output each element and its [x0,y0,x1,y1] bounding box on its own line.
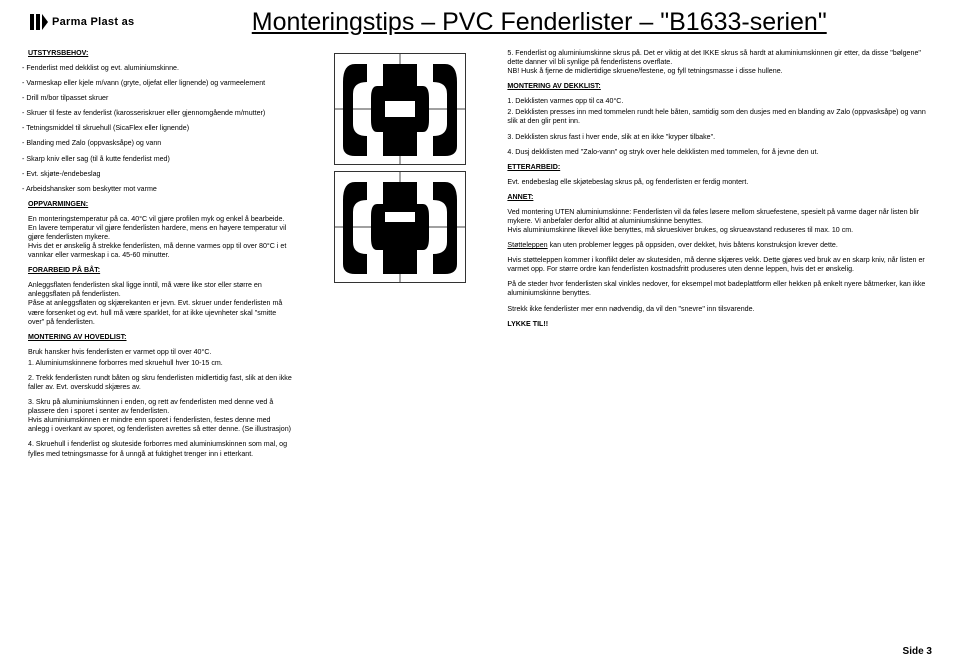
list-item: - Drill m/bor tilpasset skruer [28,94,293,103]
page-number: Side 3 [903,646,932,657]
header: Parma Plast as Monteringstips – PVC Fend… [28,10,932,37]
step-2: 2. Trekk fenderlisten rundt båten og skr… [28,374,293,392]
list-item: - Fenderlist med dekklist og evt. alumin… [28,64,293,73]
list-item: - Evt. skjøte-/endebeslag [28,170,293,179]
page: Parma Plast as Monteringstips – PVC Fend… [0,0,960,665]
intro-montering: Bruk hansker hvis fenderlisten er varmet… [28,348,293,357]
dekk-4: 4. Dusj dekklisten med "Zalo-vann" og st… [507,148,932,157]
list-item: - Varmeskap eller kjele m/vann (gryte, o… [28,79,293,88]
body-etterarbeid: Evt. endebeslag elle skjøtebeslag skrus … [507,178,932,187]
body-forarbeid: Anleggsflaten fenderlisten skal ligge in… [28,281,293,326]
logo-text: Parma Plast as [52,16,134,28]
annet-4: På de steder hvor fenderlisten skal vink… [507,280,932,298]
heading-oppvarmingen: OPPVARMINGEN: [28,200,293,209]
underline-text: Støtteleppen [507,241,547,249]
dekk-1: 1. Dekklisten varmes opp til ca 40°C. [507,97,932,106]
diagram-top [334,53,466,165]
annet-3: Hvis støtteleppen kommer i konflikt dele… [507,256,932,274]
logo: Parma Plast as [28,12,134,32]
heading-montering-hovedlist: MONTERING AV HOVEDLIST: [28,333,293,342]
step-3: 3. Skru på aluminiumskinnen i enden, og … [28,398,293,434]
annet-2: Støtteleppen kan uten problemer legges p… [507,241,932,250]
left-column: UTSTYRSBEHOV: - Fenderlist med dekklist … [28,49,293,465]
list-item: - Blanding med Zalo (oppvasksåpe) og van… [28,139,293,148]
list-item: - Tetningsmiddel til skruehull (SicaFlex… [28,124,293,133]
plain-text: kan uten problemer legges på oppsiden, o… [548,241,838,249]
center-column [315,49,485,465]
annet-1: Ved montering UTEN aluminiumskinne: Fend… [507,208,932,235]
li-text: Tetningsmiddel til skruehull (SicaFlex e… [26,124,189,132]
li-text: Skruer til feste av fenderlist (karosser… [26,109,265,117]
li-text: Varmeskap eller kjele m/vann (gryte, olj… [26,79,265,87]
page-title: Monteringstips – PVC Fenderlister – "B16… [146,8,932,37]
dekk-2: 2. Dekklisten presses inn med tommelen r… [507,108,932,126]
li-text: Skarp kniv eller sag (til å kutte fender… [26,155,170,163]
heading-utstyrsbehov: UTSTYRSBEHOV: [28,49,293,58]
diagram-bottom [334,171,466,283]
li-text: Evt. skjøte-/endebeslag [26,170,100,178]
step-5: 5. Fenderlist og aluminiumskinne skrus p… [507,49,932,76]
logo-icon [28,12,48,32]
li-text: Fenderlist med dekklist og evt. aluminiu… [26,64,179,72]
heading-montering-dekklist: MONTERING AV DEKKLIST: [507,82,932,91]
li-text: Drill m/bor tilpasset skruer [26,94,108,102]
dekk-3: 3. Dekklisten skrus fast i hver ende, sl… [507,133,932,142]
li-text: Arbeidshansker som beskytter mot varme [26,185,157,193]
lykke-til: LYKKE TIL!! [507,320,932,329]
right-column: 5. Fenderlist og aluminiumskinne skrus p… [507,49,932,465]
list-item: - Skruer til feste av fenderlist (kaross… [28,109,293,118]
heading-etterarbeid: ETTERARBEID: [507,163,932,172]
li-text: Blanding med Zalo (oppvasksåpe) og vann [26,139,161,147]
list-item: - Arbeidshansker som beskytter mot varme [28,185,293,194]
step-1: 1. Aluminiumskinnene forborres med skrue… [28,359,293,368]
content-columns: UTSTYRSBEHOV: - Fenderlist med dekklist … [28,49,932,465]
annet-5: Strekk ikke fenderlister mer enn nødvend… [507,305,932,314]
heading-forarbeid: FORARBEID PÅ BÅT: [28,266,293,275]
heading-annet: ANNET: [507,193,932,202]
step-4: 4. Skruehull i fenderlist og skuteside f… [28,440,293,458]
body-oppvarmingen: En monteringstemperatur på ca. 40°C vil … [28,215,293,260]
list-item: - Skarp kniv eller sag (til å kutte fend… [28,155,293,164]
